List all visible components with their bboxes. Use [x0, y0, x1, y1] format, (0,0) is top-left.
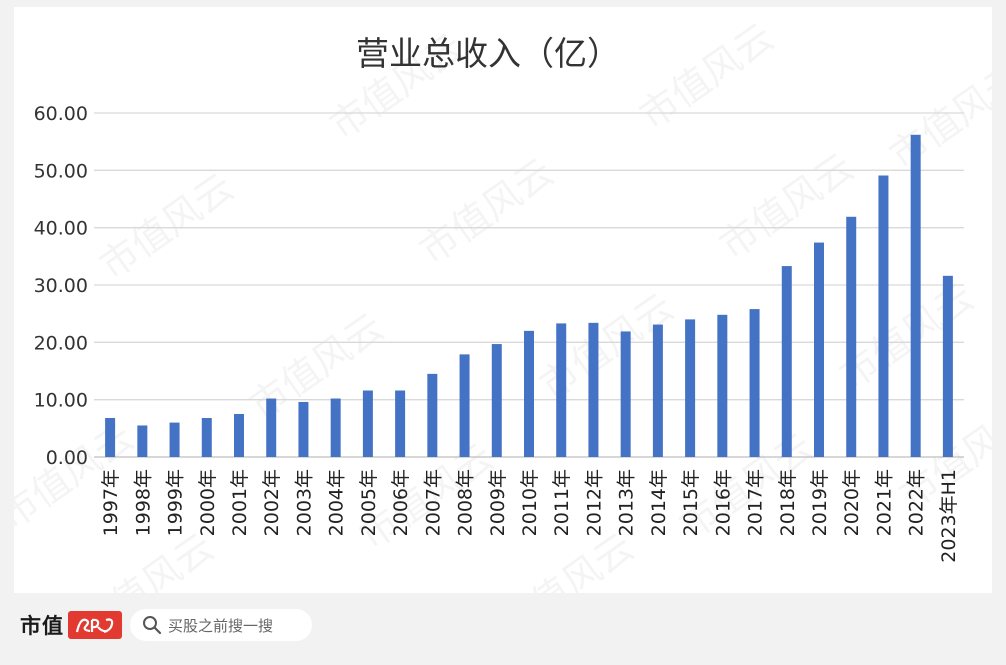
bar	[878, 175, 889, 457]
x-tick-label: 2022年	[906, 469, 928, 536]
x-tick-label: 2005年	[358, 469, 380, 536]
chart-card: 市值风云 市值风云 市值风云 市值风云 市值风云 市值风云 市值风云 市值风云 市值风云 市值风云…	[14, 7, 992, 593]
bar	[620, 331, 631, 457]
x-axis: 1997年 1998年 1999年 2000年 2001年 2002年 2003年 2004年…	[100, 469, 960, 563]
bar	[814, 242, 824, 457]
bar	[685, 319, 696, 457]
footer-bar: 市值 买股之前搜一搜	[0, 593, 1006, 665]
watermark-text: 市值风云	[92, 165, 242, 288]
bar	[105, 418, 116, 457]
bar	[137, 425, 148, 457]
bar	[652, 324, 663, 457]
y-tick-label: 40.00	[34, 218, 88, 240]
x-tick-label: 2000年	[197, 469, 219, 536]
brand-name: 市值	[20, 613, 64, 638]
bar	[201, 418, 212, 457]
x-tick-label: 2015年	[680, 469, 702, 536]
search-placeholder: 买股之前搜一搜	[168, 616, 274, 635]
x-tick-label: 2023年H1	[938, 469, 960, 563]
x-tick-label: 2006年	[390, 469, 412, 536]
x-tick-label: 2014年	[648, 469, 670, 536]
bar	[491, 344, 502, 457]
bar	[556, 323, 567, 457]
bar	[395, 390, 406, 457]
bar	[298, 401, 309, 457]
watermark-text: 市值风云	[14, 415, 141, 538]
bar	[169, 422, 180, 457]
x-tick-label: 2021年	[873, 469, 895, 536]
x-tick-label: 2012年	[583, 469, 605, 536]
x-tick-label: 1998年	[132, 469, 154, 536]
bar	[427, 373, 438, 457]
bar	[781, 266, 792, 457]
x-tick-label: 2002年	[261, 469, 283, 536]
x-tick-label: 2009年	[487, 469, 509, 536]
bar	[749, 309, 760, 457]
watermark-text: 市值风云	[412, 150, 562, 273]
brand-seal-logo	[68, 611, 122, 639]
x-tick-label: 1997年	[100, 469, 122, 536]
y-tick-label: 30.00	[34, 275, 88, 297]
y-tick-label: 60.00	[34, 103, 88, 125]
bar	[234, 414, 244, 457]
y-axis: 0.00 10.00 20.00 30.00 40.00 50.00 60.00	[34, 103, 88, 469]
bar	[846, 216, 857, 457]
brand-seal-mark	[75, 618, 114, 634]
x-tick-label: 2004年	[326, 469, 348, 536]
bar	[717, 314, 728, 457]
x-tick-label: 2013年	[616, 469, 638, 536]
x-tick-label: 2008年	[455, 469, 477, 536]
bar	[266, 398, 277, 457]
bars	[105, 134, 953, 457]
bar	[942, 275, 953, 457]
brand-logo[interactable]: 市值	[20, 610, 122, 640]
x-tick-label: 2011年	[551, 469, 573, 536]
x-tick-label: 2010年	[519, 469, 541, 536]
x-tick-label: 2007年	[422, 469, 444, 536]
y-tick-label: 0.00	[46, 447, 88, 469]
x-tick-label: 2016年	[712, 469, 734, 536]
bar	[910, 134, 921, 457]
chart-title: 营业总收入（亿）	[356, 34, 620, 73]
x-tick-label: 2018年	[777, 469, 799, 536]
bar	[362, 390, 373, 457]
y-tick-label: 50.00	[34, 160, 88, 182]
x-tick-label: 2003年	[293, 469, 315, 536]
watermark-text: 市值风云	[882, 55, 992, 178]
search-input[interactable]: 买股之前搜一搜	[130, 609, 312, 641]
bar	[459, 354, 470, 457]
watermark-text: 市值风云	[712, 145, 862, 268]
bar	[588, 322, 599, 457]
x-tick-label: 2019年	[809, 469, 831, 536]
search-icon	[142, 615, 162, 635]
bar	[524, 330, 534, 457]
bar	[330, 398, 341, 457]
x-tick-label: 1999年	[165, 469, 187, 536]
x-tick-label: 2017年	[745, 469, 767, 536]
y-tick-label: 10.00	[34, 390, 88, 412]
x-tick-label: 2020年	[841, 469, 863, 536]
watermark-text: 市值风云	[632, 15, 782, 138]
y-tick-label: 20.00	[34, 332, 88, 354]
x-tick-label: 2001年	[229, 469, 251, 536]
